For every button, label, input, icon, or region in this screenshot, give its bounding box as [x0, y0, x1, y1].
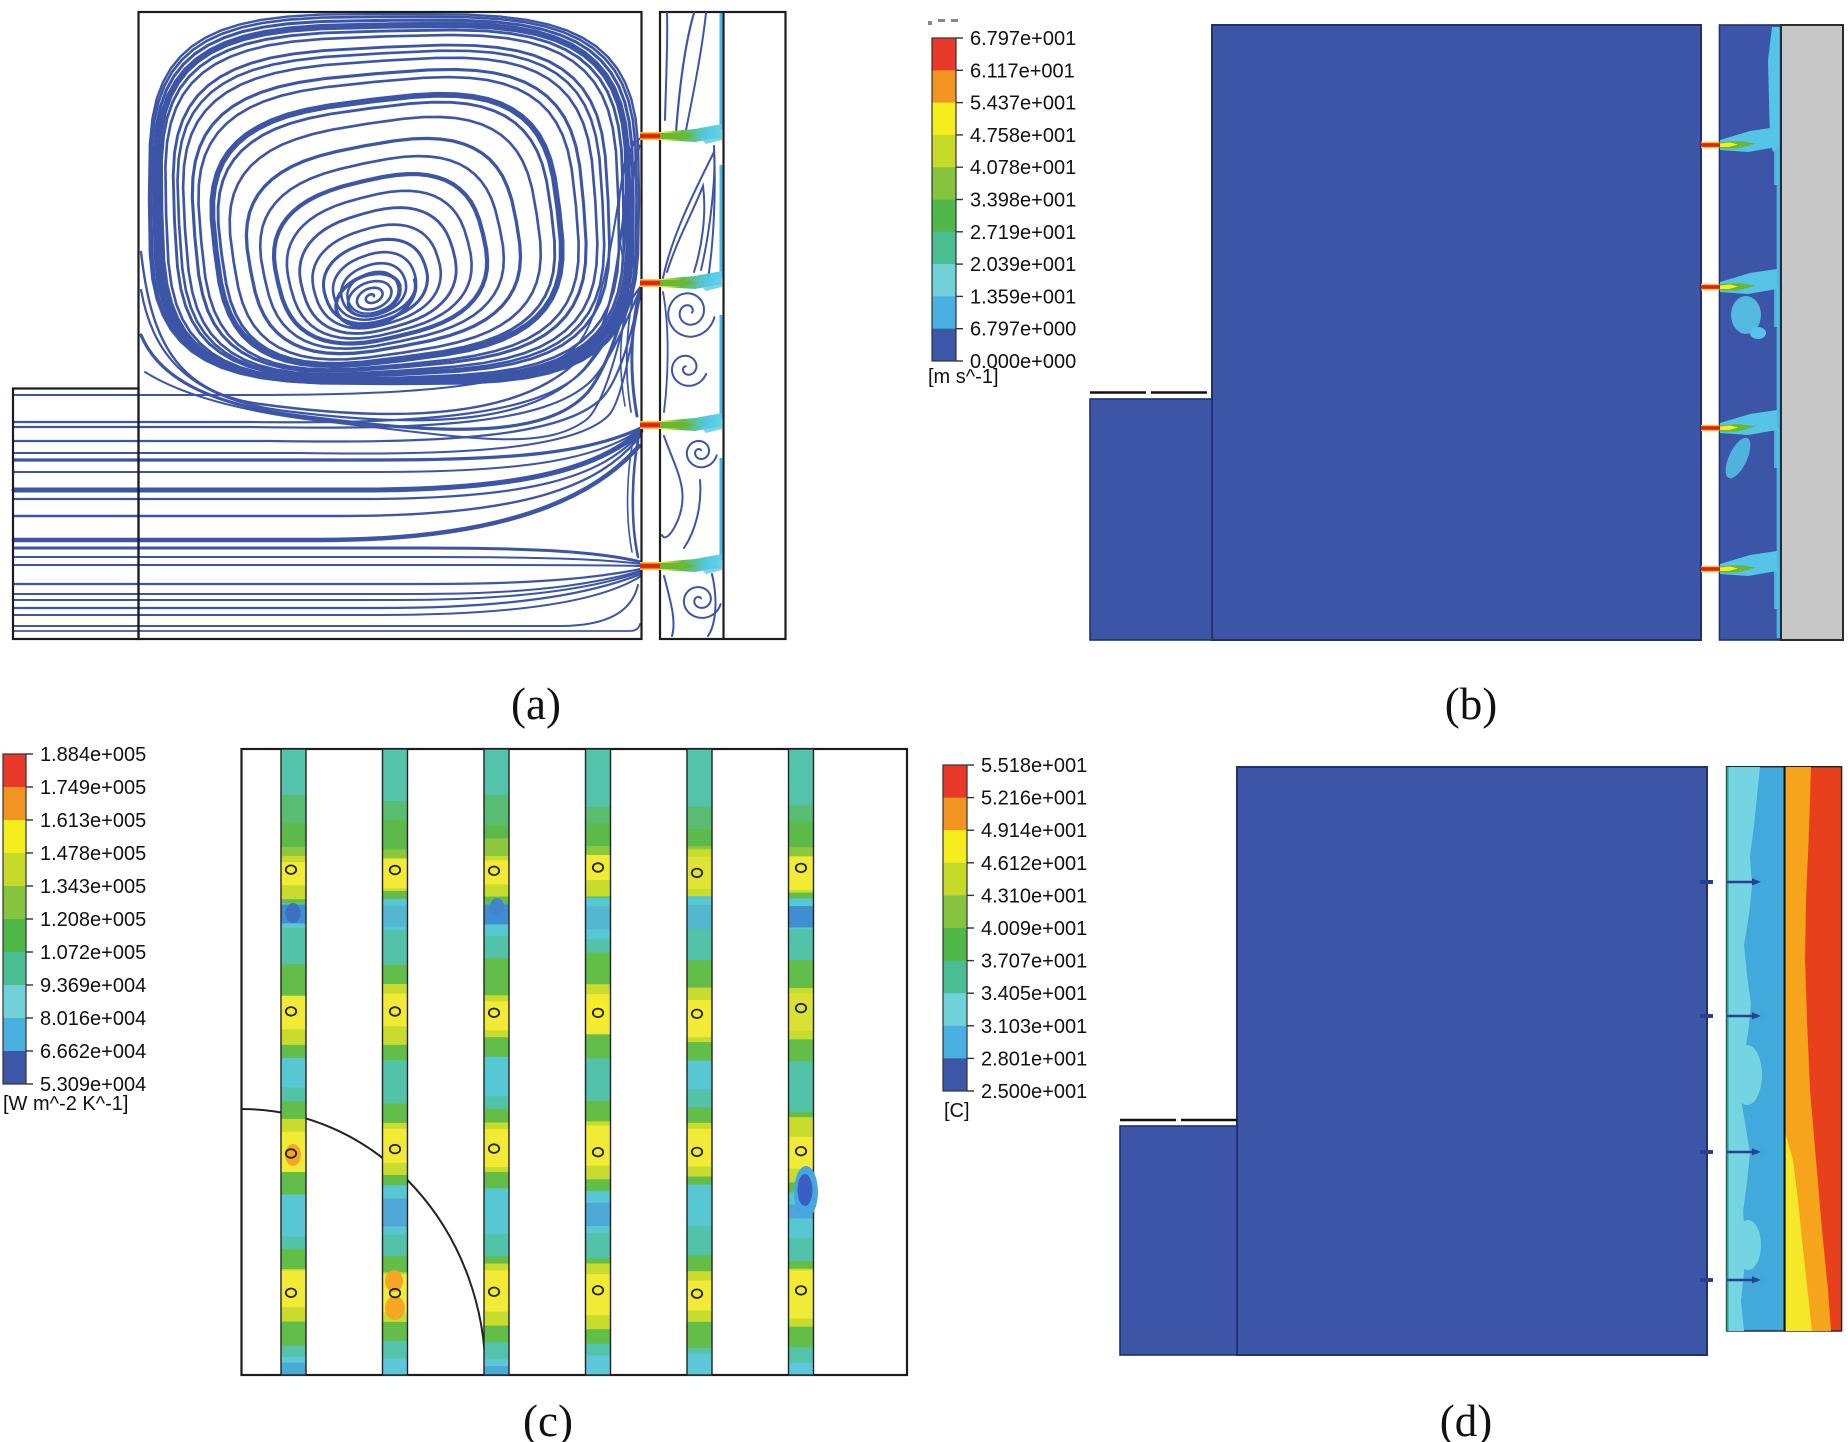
svg-text:4.758e+001: 4.758e+001: [970, 125, 1076, 147]
svg-text:3.103e+001: 3.103e+001: [981, 1016, 1087, 1038]
svg-text:(d): (d): [1440, 1396, 1492, 1442]
svg-text:9.369e+004: 9.369e+004: [40, 975, 146, 997]
svg-text:5.216e+001: 5.216e+001: [981, 788, 1087, 810]
svg-text:1.359e+001: 1.359e+001: [970, 286, 1076, 308]
svg-text:[C]: [C]: [944, 1100, 970, 1122]
svg-text:4.009e+001: 4.009e+001: [981, 918, 1087, 940]
svg-text:8.016e+004: 8.016e+004: [40, 1008, 146, 1030]
svg-text:4.078e+001: 4.078e+001: [970, 157, 1076, 179]
svg-text:1.343e+005: 1.343e+005: [40, 876, 146, 898]
svg-text:2.039e+001: 2.039e+001: [970, 254, 1076, 276]
svg-text:1.613e+005: 1.613e+005: [40, 810, 146, 832]
svg-text:5.309e+004: 5.309e+004: [40, 1074, 146, 1096]
svg-text:5.437e+001: 5.437e+001: [970, 93, 1076, 115]
svg-text:3.707e+001: 3.707e+001: [981, 951, 1087, 973]
svg-text:5.518e+001: 5.518e+001: [981, 755, 1087, 777]
svg-text:2.801e+001: 2.801e+001: [981, 1048, 1087, 1070]
svg-text:(a): (a): [511, 679, 561, 729]
svg-text:4.310e+001: 4.310e+001: [981, 885, 1087, 907]
svg-text:6.117e+001: 6.117e+001: [970, 60, 1075, 82]
svg-text:6.797e+001: 6.797e+001: [970, 28, 1076, 50]
svg-text:[m s^-1]: [m s^-1]: [928, 366, 999, 388]
svg-text:4.612e+001: 4.612e+001: [981, 853, 1087, 875]
svg-text:6.797e+000: 6.797e+000: [970, 319, 1076, 341]
svg-text:(b): (b): [1445, 679, 1497, 729]
svg-text:2.719e+001: 2.719e+001: [970, 222, 1076, 244]
svg-text:0.000e+000: 0.000e+000: [970, 351, 1076, 373]
svg-text:1.478e+005: 1.478e+005: [40, 843, 146, 865]
svg-text:3.405e+001: 3.405e+001: [981, 983, 1087, 1005]
svg-text:1.749e+005: 1.749e+005: [40, 777, 146, 799]
svg-text:[W m^-2 K^-1]: [W m^-2 K^-1]: [3, 1093, 128, 1115]
svg-text:4.914e+001: 4.914e+001: [981, 820, 1087, 842]
svg-text:(c): (c): [523, 1396, 573, 1442]
svg-text:2.500e+001: 2.500e+001: [981, 1081, 1087, 1103]
svg-text:1.884e+005: 1.884e+005: [40, 744, 146, 766]
svg-text:3.398e+001: 3.398e+001: [970, 190, 1076, 212]
svg-text:1.072e+005: 1.072e+005: [40, 942, 146, 964]
svg-text:6.662e+004: 6.662e+004: [40, 1041, 146, 1063]
svg-text:1.208e+005: 1.208e+005: [40, 909, 146, 931]
